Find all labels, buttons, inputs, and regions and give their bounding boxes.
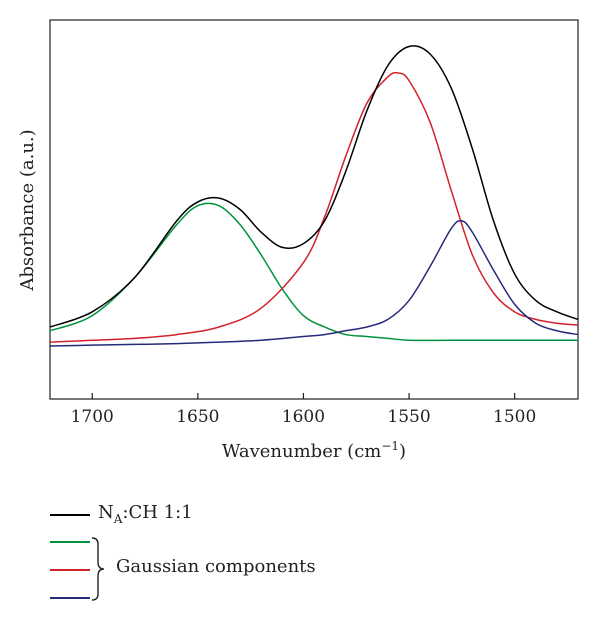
legend-label-gaussian: Gaussian components [116,556,316,577]
x-axis-label-main: Wavenumber (cm [222,441,381,462]
x-tick-label-1500: 1500 [493,407,536,427]
x-tick-label-1700: 1700 [71,407,114,427]
legend-label-main-sub: A [113,512,123,526]
x-axis-ticks: 1700 1650 1600 1550 1500 [71,393,536,427]
legend-brace-icon [91,537,105,601]
series-line-na-ch [49,45,579,328]
plot-frame [49,19,579,400]
legend-line-blue [50,597,90,599]
legend-line-main [50,514,90,516]
x-axis-label-end: ) [399,441,406,462]
series-line-gaussian-blue [49,219,579,347]
legend-line-red [50,569,90,571]
series-line-gaussian-red [49,71,579,343]
y-axis-label: Absorbance (a.u.) [17,129,38,291]
x-tick-label-1650: 1650 [176,407,219,427]
x-tick-label-1600: 1600 [282,407,325,427]
legend-label-main-prefix: N [98,502,114,523]
x-axis-label-sup: −1 [381,439,399,453]
legend-label-main: NA:CH 1:1 [98,502,193,526]
series-group [49,45,579,347]
legend-label-main-suffix: :CH 1:1 [122,502,193,523]
x-tick-label-1550: 1550 [387,407,430,427]
series-line-gaussian-green [49,202,578,342]
legend-line-green [50,541,90,543]
x-axis-label: Wavenumber (cm−1) [222,439,406,462]
